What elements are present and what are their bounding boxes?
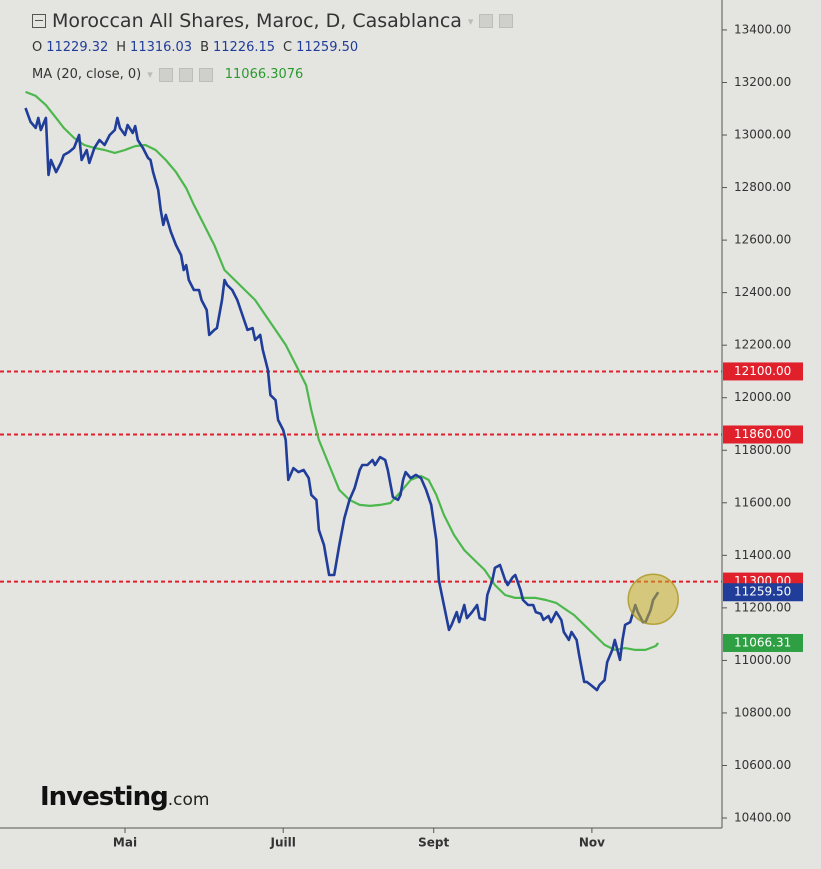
y-tick-label: 12000.00 bbox=[734, 390, 791, 404]
collapse-icon[interactable] bbox=[32, 14, 46, 28]
close-icon[interactable] bbox=[198, 67, 213, 82]
y-tick-label: 11400.00 bbox=[734, 548, 791, 562]
ohlc-key: C bbox=[283, 40, 293, 55]
x-tick-label: Mai bbox=[113, 836, 137, 850]
logo-suffix: .com bbox=[167, 790, 210, 810]
ohlc-row: O 11229.32 H 11316.03 B 11226.15 C 11259.50 bbox=[32, 40, 362, 55]
price-line bbox=[24, 107, 660, 692]
y-tick-label: 12200.00 bbox=[734, 338, 791, 352]
y-tick-label: 10800.00 bbox=[734, 705, 791, 719]
ohlc-key: H bbox=[116, 40, 127, 55]
ohlc-value: 11229.32 bbox=[46, 40, 109, 55]
y-tick-label: 11800.00 bbox=[734, 443, 791, 457]
ma-value: 11066.3076 bbox=[224, 67, 304, 82]
ohlc-value: 11259.50 bbox=[296, 40, 359, 55]
logo-text: Investing bbox=[40, 782, 169, 812]
y-tick-label: 11600.00 bbox=[734, 495, 791, 509]
y-tick-label: 11200.00 bbox=[734, 600, 791, 614]
y-tick-label: 10400.00 bbox=[734, 811, 791, 825]
eye-icon[interactable] bbox=[479, 14, 494, 28]
highlight-circle bbox=[627, 573, 679, 625]
caret[interactable]: ▾ bbox=[467, 14, 474, 28]
ohlc-key: O bbox=[32, 40, 43, 55]
eye-icon[interactable] bbox=[158, 67, 173, 82]
gear-icon[interactable] bbox=[178, 67, 193, 82]
axis-value-box bbox=[723, 362, 803, 381]
logo: Investing.com bbox=[40, 782, 209, 812]
caret[interactable]: ▾ bbox=[147, 68, 153, 81]
axis-value-label: 11066.31 bbox=[734, 635, 791, 649]
chart-title: Moroccan All Shares, Maroc, D, Casablanc… bbox=[52, 10, 462, 32]
axis-value-box bbox=[723, 583, 803, 602]
ma-row: MA (20, close, 0) ▾ 11066.3076 bbox=[32, 67, 303, 82]
gear-icon[interactable] bbox=[499, 14, 514, 28]
y-tick-label: 13200.00 bbox=[734, 75, 791, 89]
axis-value-box bbox=[723, 633, 803, 652]
y-tick-label: 12600.00 bbox=[734, 233, 791, 247]
y-tick-label: 13000.00 bbox=[734, 128, 791, 142]
axis-value-box bbox=[723, 425, 803, 444]
y-tick-label: 12400.00 bbox=[734, 285, 791, 299]
axis-value-label: 11259.50 bbox=[734, 585, 791, 599]
y-tick-label: 12800.00 bbox=[734, 180, 791, 194]
y-tick-label: 13400.00 bbox=[734, 22, 791, 36]
chart-header: Moroccan All Shares, Maroc, D, Casablanc… bbox=[32, 10, 514, 32]
x-tick-label: Sept bbox=[418, 836, 449, 850]
ma-line bbox=[25, 90, 660, 651]
x-tick-label: Nov bbox=[579, 836, 605, 850]
y-tick-label: 10600.00 bbox=[734, 758, 791, 772]
ohlc-key: B bbox=[200, 40, 209, 55]
x-tick-label: Juill bbox=[270, 836, 296, 850]
ohlc-value: 11316.03 bbox=[130, 40, 193, 55]
axis-value-label: 11860.00 bbox=[734, 427, 791, 441]
ohlc-value: 11226.15 bbox=[213, 40, 276, 55]
y-tick-label: 11000.00 bbox=[734, 653, 791, 667]
ma-legend: MA (20, close, 0) bbox=[32, 67, 142, 82]
axis-value-label: 12100.00 bbox=[734, 364, 791, 378]
